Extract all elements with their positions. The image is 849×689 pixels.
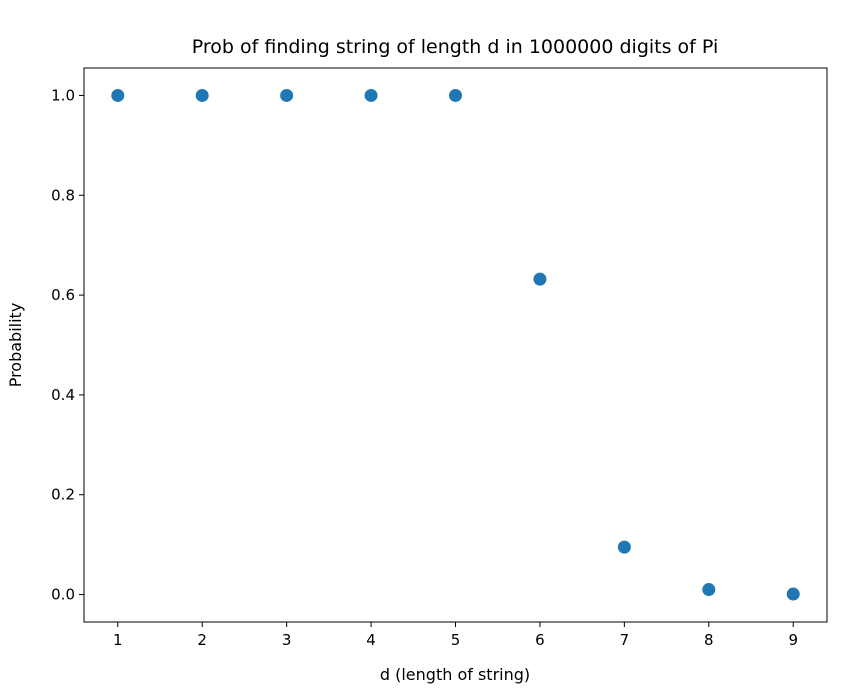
data-point [702, 583, 716, 597]
chart-title: Prob of finding string of length d in 10… [192, 36, 718, 58]
x-tick-label: 5 [451, 631, 461, 649]
axes-frame [83, 67, 828, 623]
y-tick-label: 0.0 [51, 586, 75, 604]
data-point [533, 272, 547, 286]
x-tick-label: 6 [535, 631, 545, 649]
data-point [786, 587, 800, 601]
plot-area [83, 67, 828, 623]
x-tick-label: 4 [366, 631, 376, 649]
y-tick-label: 0.6 [51, 286, 75, 304]
x-tick-label: 9 [788, 631, 798, 649]
x-tick-label: 7 [620, 631, 630, 649]
x-axis: 1 2 3 4 5 6 7 8 9 [113, 622, 798, 649]
data-point [111, 88, 125, 102]
x-axis-label: d (length of string) [380, 665, 530, 684]
data-point [449, 88, 462, 102]
data-points [111, 88, 800, 601]
x-tick-label: 8 [704, 631, 714, 649]
data-point [280, 88, 294, 102]
y-tick-label: 0.2 [51, 486, 75, 504]
x-tick-label: 2 [197, 631, 207, 649]
y-tick-label: 0.8 [51, 186, 75, 204]
data-point [195, 88, 209, 102]
y-axis: 0.0 0.2 0.4 0.6 0.8 1.0 [51, 86, 84, 604]
data-point [364, 88, 378, 102]
y-tick-label: 1.0 [51, 86, 75, 104]
x-tick-label: 3 [282, 631, 292, 649]
y-tick-label: 0.4 [51, 386, 75, 404]
data-point [617, 540, 631, 554]
y-axis-label: Probability [6, 303, 25, 388]
x-tick-label: 1 [113, 631, 123, 649]
